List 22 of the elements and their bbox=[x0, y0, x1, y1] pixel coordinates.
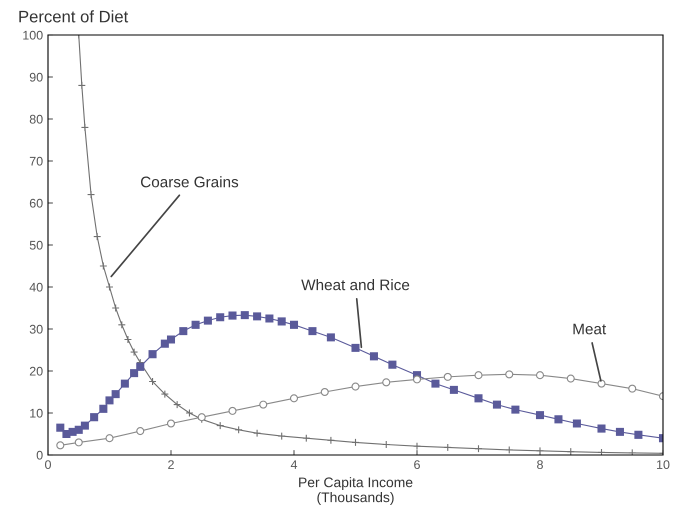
annotation: Meat bbox=[573, 324, 606, 334]
x-tick-label: 8 bbox=[537, 460, 543, 470]
x-tick-label: 10 bbox=[657, 460, 670, 470]
y-tick-label: 60 bbox=[30, 198, 43, 208]
x-tick-label: 2 bbox=[168, 460, 174, 469]
y-tick-label: 20 bbox=[30, 366, 43, 376]
x-tick-label: 6 bbox=[414, 460, 420, 470]
x-tick-label: 4 bbox=[290, 460, 298, 469]
y-tick-label: 90 bbox=[30, 72, 43, 82]
y-tick-label: 40 bbox=[30, 282, 43, 292]
annotation: Wheat and Rice bbox=[301, 279, 410, 290]
y-tick-label: 70 bbox=[30, 156, 43, 166]
y-axis-title: Percent of Diet bbox=[19, 10, 128, 22]
annotation: Coarse Grains bbox=[140, 176, 238, 188]
y-tick-label: 0 bbox=[36, 450, 43, 460]
x-tick-label: 0 bbox=[45, 460, 51, 470]
y-tick-label: 30 bbox=[30, 324, 43, 334]
y-tick-label: 100 bbox=[23, 30, 43, 40]
y-tick-label: 80 bbox=[30, 114, 43, 124]
y-tick-label: 50 bbox=[30, 240, 43, 250]
x-axis-title: Per Capita Income (Thousands) bbox=[299, 477, 412, 505]
y-tick-label: 10 bbox=[30, 408, 43, 418]
